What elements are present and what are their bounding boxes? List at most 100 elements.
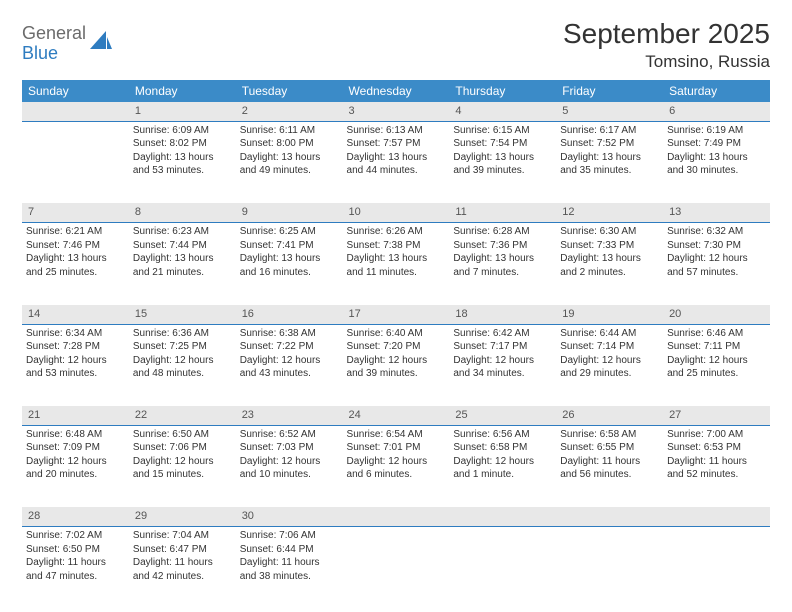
day-cell-line: Sunset: 7:17 PM: [453, 340, 552, 354]
day-cell-line: Sunset: 7:06 PM: [133, 441, 232, 455]
day-number: [663, 507, 770, 526]
day-number: 5: [556, 102, 663, 121]
day-number: 3: [343, 102, 450, 121]
day-cell: Sunrise: 6:21 AMSunset: 7:46 PMDaylight:…: [22, 223, 129, 305]
day-cell: [663, 527, 770, 609]
day-number: 29: [129, 507, 236, 526]
day-cell-line: Sunrise: 6:13 AM: [347, 124, 446, 138]
weekday-header: Friday: [556, 80, 663, 102]
day-cell: Sunrise: 6:56 AMSunset: 6:58 PMDaylight:…: [449, 425, 556, 507]
day-cell-line: Sunrise: 6:28 AM: [453, 225, 552, 239]
day-cell-line: Sunrise: 6:42 AM: [453, 327, 552, 341]
day-number: 25: [449, 406, 556, 425]
day-cell-line: Sunset: 7:44 PM: [133, 239, 232, 253]
day-cell-line: Sunset: 7:38 PM: [347, 239, 446, 253]
day-number: 10: [343, 203, 450, 222]
day-cell: Sunrise: 6:09 AMSunset: 8:02 PMDaylight:…: [129, 121, 236, 203]
day-number: 24: [343, 406, 450, 425]
day-cell-line: Daylight: 12 hours and 34 minutes.: [453, 354, 552, 381]
day-cell: Sunrise: 6:26 AMSunset: 7:38 PMDaylight:…: [343, 223, 450, 305]
day-cell-line: Sunset: 7:33 PM: [560, 239, 659, 253]
day-number: 4: [449, 102, 556, 121]
day-cell: Sunrise: 6:19 AMSunset: 7:49 PMDaylight:…: [663, 121, 770, 203]
day-cell: Sunrise: 6:50 AMSunset: 7:06 PMDaylight:…: [129, 425, 236, 507]
weekday-header: Saturday: [663, 80, 770, 102]
day-number: 12: [556, 203, 663, 222]
day-cell-line: Sunset: 7:22 PM: [240, 340, 339, 354]
day-cell: Sunrise: 6:25 AMSunset: 7:41 PMDaylight:…: [236, 223, 343, 305]
day-content-row: Sunrise: 6:09 AMSunset: 8:02 PMDaylight:…: [22, 121, 770, 203]
day-number: 14: [22, 305, 129, 324]
weekday-header: Sunday: [22, 80, 129, 102]
day-cell-line: Sunset: 7:41 PM: [240, 239, 339, 253]
day-cell-line: Daylight: 12 hours and 29 minutes.: [560, 354, 659, 381]
day-cell-line: Sunset: 7:54 PM: [453, 137, 552, 151]
day-cell-line: Daylight: 12 hours and 43 minutes.: [240, 354, 339, 381]
day-number: 9: [236, 203, 343, 222]
day-number: 22: [129, 406, 236, 425]
day-cell: Sunrise: 6:40 AMSunset: 7:20 PMDaylight:…: [343, 324, 450, 406]
day-number: 8: [129, 203, 236, 222]
day-cell-line: Daylight: 12 hours and 6 minutes.: [347, 455, 446, 482]
day-cell-line: Sunrise: 6:30 AM: [560, 225, 659, 239]
day-cell-line: Sunrise: 6:34 AM: [26, 327, 125, 341]
day-cell-line: Sunset: 7:57 PM: [347, 137, 446, 151]
logo-text-block: General Blue: [22, 24, 86, 62]
day-cell-line: Daylight: 13 hours and 16 minutes.: [240, 252, 339, 279]
logo: General Blue: [22, 18, 112, 62]
day-cell-line: Daylight: 12 hours and 39 minutes.: [347, 354, 446, 381]
day-cell-line: Sunset: 7:20 PM: [347, 340, 446, 354]
day-cell-line: Sunrise: 6:15 AM: [453, 124, 552, 138]
day-cell: Sunrise: 6:58 AMSunset: 6:55 PMDaylight:…: [556, 425, 663, 507]
day-cell-line: Daylight: 11 hours and 47 minutes.: [26, 556, 125, 583]
day-cell-line: Sunrise: 6:17 AM: [560, 124, 659, 138]
day-cell: Sunrise: 6:32 AMSunset: 7:30 PMDaylight:…: [663, 223, 770, 305]
day-cell-line: Sunset: 7:09 PM: [26, 441, 125, 455]
day-cell-line: Daylight: 11 hours and 38 minutes.: [240, 556, 339, 583]
logo-word-blue: Blue: [22, 44, 86, 62]
day-number: 2: [236, 102, 343, 121]
day-number: [343, 507, 450, 526]
day-cell-line: Daylight: 13 hours and 35 minutes.: [560, 151, 659, 178]
day-cell-line: Sunrise: 6:11 AM: [240, 124, 339, 138]
day-cell-line: Sunrise: 6:19 AM: [667, 124, 766, 138]
day-cell: Sunrise: 6:48 AMSunset: 7:09 PMDaylight:…: [22, 425, 129, 507]
weekday-header: Thursday: [449, 80, 556, 102]
day-cell-line: Sunrise: 6:50 AM: [133, 428, 232, 442]
day-number: 19: [556, 305, 663, 324]
day-cell-line: Sunrise: 6:58 AM: [560, 428, 659, 442]
day-cell-line: Daylight: 13 hours and 30 minutes.: [667, 151, 766, 178]
day-number: 16: [236, 305, 343, 324]
day-cell-line: Sunrise: 6:38 AM: [240, 327, 339, 341]
day-cell-line: Sunset: 6:50 PM: [26, 543, 125, 557]
day-cell-line: Sunrise: 6:09 AM: [133, 124, 232, 138]
day-cell-line: Sunset: 7:49 PM: [667, 137, 766, 151]
day-number: 21: [22, 406, 129, 425]
day-cell-line: Daylight: 13 hours and 44 minutes.: [347, 151, 446, 178]
day-cell: Sunrise: 6:46 AMSunset: 7:11 PMDaylight:…: [663, 324, 770, 406]
day-content-row: Sunrise: 6:34 AMSunset: 7:28 PM Daylight:…: [22, 324, 770, 406]
day-cell-line: Sunrise: 6:40 AM: [347, 327, 446, 341]
day-cell-line: Sunset: 7:28 PM: [26, 340, 125, 354]
day-cell-line: Daylight: 11 hours and 42 minutes.: [133, 556, 232, 583]
day-cell: Sunrise: 6:42 AMSunset: 7:17 PMDaylight:…: [449, 324, 556, 406]
day-cell-line: Daylight: 13 hours and 2 minutes.: [560, 252, 659, 279]
day-cell: Sunrise: 7:04 AMSunset: 6:47 PMDaylight:…: [129, 527, 236, 609]
day-cell-line: Sunrise: 6:26 AM: [347, 225, 446, 239]
day-cell: Sunrise: 7:00 AMSunset: 6:53 PMDaylight:…: [663, 425, 770, 507]
day-cell: [22, 121, 129, 203]
day-cell: Sunrise: 6:54 AMSunset: 7:01 PMDaylight:…: [343, 425, 450, 507]
day-number: 20: [663, 305, 770, 324]
day-number: 7: [22, 203, 129, 222]
day-cell: Sunrise: 6:13 AMSunset: 7:57 PMDaylight:…: [343, 121, 450, 203]
location-label: Tomsino, Russia: [563, 52, 770, 72]
day-number: [449, 507, 556, 526]
day-number: 18: [449, 305, 556, 324]
day-number: 28: [22, 507, 129, 526]
day-number-row: 123456: [22, 102, 770, 121]
day-number: 30: [236, 507, 343, 526]
day-cell-line: Sunrise: 6:21 AM: [26, 225, 125, 239]
day-cell-line: Daylight: 13 hours and 7 minutes.: [453, 252, 552, 279]
day-cell: Sunrise: 6:34 AMSunset: 7:28 PMDaylight:…: [22, 324, 129, 406]
day-cell-line: Sunset: 7:03 PM: [240, 441, 339, 455]
